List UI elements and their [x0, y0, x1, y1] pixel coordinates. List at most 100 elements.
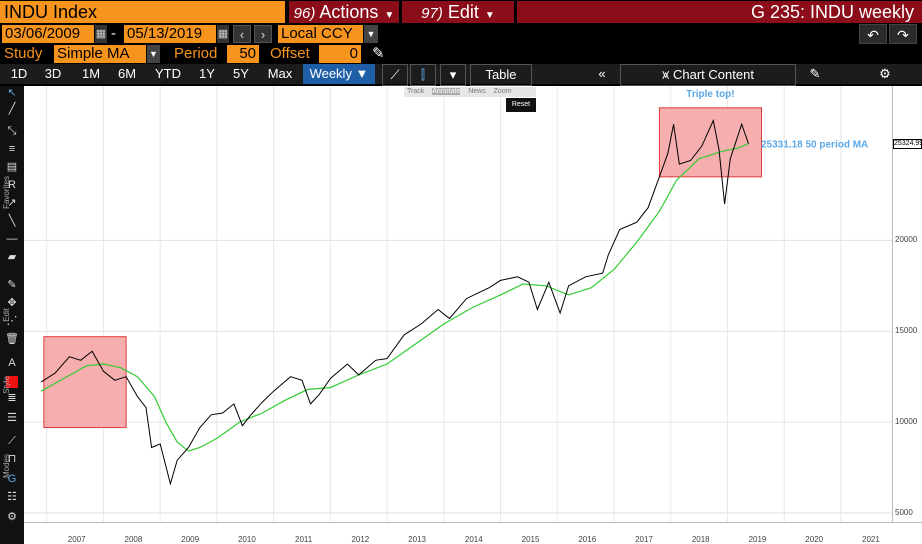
- range-3d[interactable]: 3D: [44, 66, 62, 81]
- price-chart[interactable]: Triple top! 25331.18 50 period MA: [24, 86, 892, 522]
- y-tick-label: 15000: [895, 326, 918, 336]
- next-period-button[interactable]: ›: [254, 25, 272, 43]
- study-label: Study: [4, 45, 43, 62]
- arrow-icon[interactable]: ↗: [7, 197, 17, 209]
- ma-series-line: [40, 143, 749, 452]
- line-style-icon[interactable]: ☰: [7, 412, 17, 424]
- x-tick-label: 2008: [124, 535, 143, 544]
- security-field[interactable]: INDU Index: [0, 1, 285, 23]
- magnet-icon[interactable]: ⊓: [7, 453, 17, 465]
- cursor-icon[interactable]: ↖: [7, 87, 17, 99]
- edit-menu[interactable]: 97) Edit ▼: [402, 1, 514, 23]
- color-swatch[interactable]: [6, 376, 18, 388]
- text-icon[interactable]: A: [8, 357, 16, 369]
- snap-icon[interactable]: G: [7, 473, 17, 485]
- popover-track[interactable]: Track: [407, 88, 425, 95]
- x-tick-label: 2020: [805, 535, 824, 544]
- actions-menu[interactable]: 96) Actions ▼: [289, 1, 399, 23]
- offset-label: Offset: [270, 45, 310, 62]
- x-tick-label: 2019: [748, 535, 767, 544]
- calendar-icon[interactable]: ▦: [95, 25, 107, 43]
- reset-label: Reset: [511, 101, 531, 108]
- edit-label: Edit: [447, 2, 479, 22]
- popover-zoom[interactable]: Zoom: [493, 88, 512, 95]
- x-tick-label: 2013: [408, 535, 426, 544]
- collapse-icon[interactable]: «: [598, 66, 606, 81]
- line-icon[interactable]: —: [6, 233, 18, 245]
- x-axis: [24, 522, 922, 544]
- last-price-tag: 25324.99: [893, 138, 922, 149]
- move-icon[interactable]: ✥: [7, 297, 17, 309]
- redo-button[interactable]: ↷: [889, 24, 917, 44]
- range-1m[interactable]: 1M: [81, 66, 101, 81]
- bar-chart-icon[interactable]: ⫿: [410, 64, 436, 86]
- end-date-input[interactable]: 05/13/2019: [124, 25, 216, 43]
- x-tick-label: 2009: [181, 535, 200, 544]
- chevron-down-icon[interactable]: ▾: [440, 64, 466, 86]
- frequency-select[interactable]: Weekly ▼: [303, 64, 375, 84]
- select-all-icon[interactable]: ⋰: [6, 315, 18, 327]
- fib-icon[interactable]: ≡: [8, 143, 16, 155]
- brush-icon[interactable]: ╲: [8, 215, 16, 227]
- chevron-down-icon[interactable]: ▼: [147, 45, 160, 63]
- period-input[interactable]: 50: [227, 45, 259, 63]
- chart-plot-area[interactable]: Triple top! 25331.18 50 period MA: [24, 86, 892, 522]
- x-tick-label: 2018: [691, 535, 710, 544]
- ruler-icon[interactable]: ▰: [7, 251, 17, 263]
- line-weight-icon[interactable]: ≣: [7, 392, 17, 404]
- y-tick-label: 20000: [895, 235, 918, 245]
- reset-button[interactable]: Reset: [506, 98, 536, 112]
- chart-content-button[interactable]: ⩙ Chart Content: [620, 64, 796, 86]
- study-select[interactable]: Simple MA: [54, 45, 146, 63]
- offset-input[interactable]: 0: [319, 45, 361, 63]
- end-date-text: 05/13/2019: [127, 25, 203, 42]
- edit-number: 97): [421, 5, 443, 22]
- trend-icon[interactable]: ⤡: [7, 125, 17, 137]
- channel-icon[interactable]: ▤: [6, 161, 18, 173]
- chevron-down-icon: ▼: [484, 10, 495, 21]
- favorites-section-label: Favorites: [2, 176, 11, 209]
- range-ytd[interactable]: YTD: [155, 66, 181, 81]
- pencil-icon[interactable]: ✎: [7, 279, 17, 291]
- previous-period-button[interactable]: ‹: [233, 25, 251, 43]
- drawing-toolbar: ↖ ╱ ⤡ ≡ ▤ R ↗ ╲ — ▰ ✎ ✥ ⋰ 🗑 A ≣ ☰ ⟋ ⊓ G …: [0, 86, 24, 544]
- pencil-icon[interactable]: ✎: [372, 45, 385, 62]
- x-tick-label: 2016: [578, 535, 597, 544]
- price-series-line: [40, 118, 749, 486]
- list-icon[interactable]: ☷: [7, 491, 17, 503]
- currency-select[interactable]: Local CCY: [278, 25, 363, 43]
- range-1d[interactable]: 1D: [10, 66, 28, 81]
- range-1y[interactable]: 1Y: [199, 66, 215, 81]
- date-separator: -: [111, 25, 116, 42]
- edit-section-label: Edit: [2, 308, 11, 322]
- tool-popover: Track Annotate News Zoom: [404, 87, 536, 97]
- ratio-icon[interactable]: R: [8, 179, 16, 191]
- currency-text: Local CCY: [281, 25, 353, 42]
- table-button[interactable]: Table: [470, 64, 532, 86]
- gear-icon[interactable]: ⚙: [7, 511, 17, 523]
- popover-news[interactable]: News: [468, 88, 486, 95]
- pen-icon[interactable]: ╱: [8, 103, 16, 115]
- range-6m[interactable]: 6M: [117, 66, 137, 81]
- range-5y[interactable]: 5Y: [233, 66, 249, 81]
- actions-number: 96): [293, 5, 316, 22]
- modes-section-label: Modes: [2, 454, 11, 479]
- ma-value-annotation: 25331.18 50 period MA: [761, 140, 868, 151]
- highlight-box: [658, 107, 763, 178]
- popover-annotate[interactable]: Annotate: [432, 88, 461, 95]
- x-tick-label: 2021: [862, 535, 880, 544]
- crosshair-icon[interactable]: ⟋: [8, 435, 16, 447]
- chevron-down-icon[interactable]: ▼: [364, 25, 378, 43]
- undo-button[interactable]: ↶: [859, 24, 887, 44]
- gear-icon[interactable]: ⚙: [879, 66, 891, 81]
- calendar-icon[interactable]: ▦: [217, 25, 229, 43]
- triple-top-annotation: Triple top!: [686, 89, 734, 100]
- start-date-input[interactable]: 03/06/2009: [2, 25, 94, 43]
- range-max[interactable]: Max: [267, 66, 293, 81]
- y-tick-label: 10000: [895, 417, 918, 427]
- edit-chart-icon[interactable]: ✎: [809, 66, 821, 81]
- x-tick-label: 2012: [351, 535, 370, 544]
- line-chart-icon[interactable]: ⟋: [382, 64, 408, 86]
- trash-icon[interactable]: 🗑: [5, 333, 19, 345]
- window-title-text: G 235: INDU weekly: [750, 2, 914, 22]
